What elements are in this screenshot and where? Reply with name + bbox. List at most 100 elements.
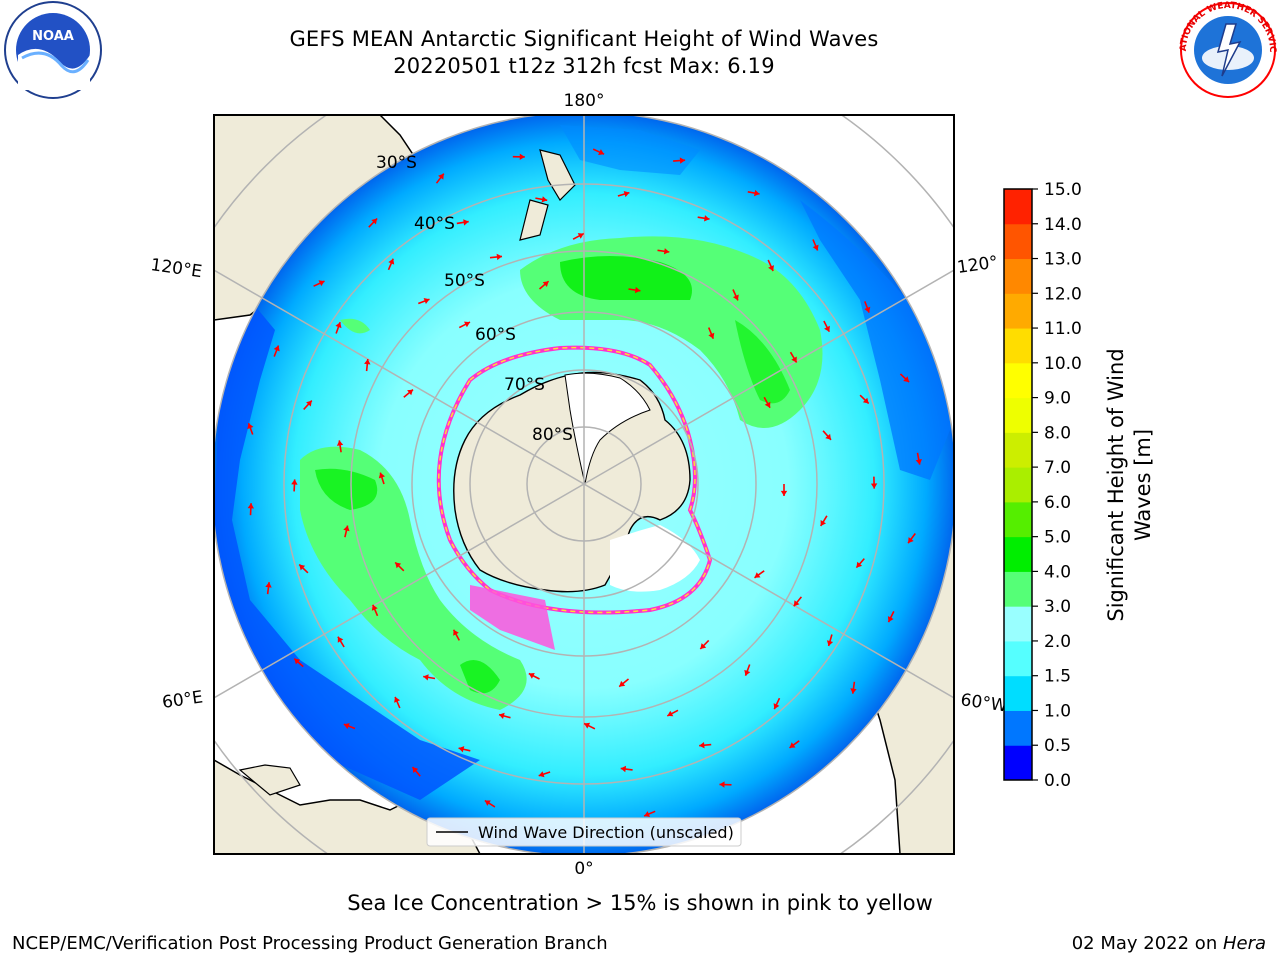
- colorbar-band: [1004, 675, 1032, 711]
- wave-arrow-head: [826, 640, 834, 646]
- noaa-logo: NOAA: [4, 1, 102, 99]
- new-zealand-south: [519, 199, 549, 241]
- wave-arrow-head: [704, 215, 710, 222]
- map-legend: Wind Wave Direction (unscaled): [426, 817, 742, 847]
- colorbar-label-line2: Waves [m]: [1131, 429, 1155, 541]
- wave-arrow-head: [850, 688, 857, 694]
- wave-arrow-head: [699, 742, 705, 749]
- lon-label-120e: 120°E: [149, 255, 203, 282]
- wave-arrow-head: [336, 440, 344, 446]
- wave-arrow-head: [915, 459, 922, 465]
- wave-arrow-head: [412, 767, 419, 773]
- wave-arrow-head: [407, 389, 413, 396]
- colorbar: 0.0 0.5 1.0 1.5 2.0 3.0 4.0 5.0 6.0 7.0 8.0 9.0 10.0…: [1003, 180, 1082, 791]
- wave-arrow-head: [371, 604, 378, 611]
- wave-arrow-head: [438, 173, 444, 180]
- footer-branch: NCEP/EMC/Verification Post Processing Pr…: [12, 933, 608, 954]
- wave-arrow-head: [825, 433, 831, 440]
- wave-arrow-head: [768, 265, 774, 271]
- wave-arrow-head: [719, 781, 725, 788]
- wave-arrow-head: [791, 356, 797, 363]
- wave-arrow-head: [619, 680, 626, 687]
- wave-arrow-head: [764, 401, 771, 408]
- wave-arrow-head: [789, 742, 796, 748]
- lon-label-60w: 60°W: [959, 690, 1008, 716]
- colorbar-band: [1004, 362, 1032, 399]
- wave-arrow-head: [343, 525, 350, 532]
- colorbar-tick-label: 12.0: [1044, 284, 1082, 304]
- graticule: [214, 115, 954, 854]
- wave-arrow-head: [908, 537, 914, 544]
- antarctica-landmass: [453, 371, 691, 593]
- colorbar-tick-label: 0.5: [1044, 736, 1071, 756]
- wave-arrow-head: [623, 191, 630, 198]
- lon-label-120w: 120°: [956, 252, 999, 278]
- wave-arrow-head: [306, 400, 312, 407]
- wave-arrow-head: [663, 248, 670, 255]
- wave-arrow-head: [780, 490, 788, 496]
- colorbar-band: [1004, 501, 1032, 538]
- colorbar-band: [1004, 640, 1032, 677]
- wave-arrow-head: [364, 359, 371, 365]
- footer-date: 02 May 2022 on Hera: [1071, 933, 1266, 954]
- wave-arrow-head: [499, 712, 505, 719]
- wave-arrow-head: [864, 306, 871, 313]
- wave-arrow-head: [463, 219, 469, 226]
- wave-arrow-head: [773, 703, 780, 710]
- wave-arrow-head: [423, 674, 429, 681]
- colorbar-label-line1: Significant Height of Wind: [1104, 348, 1128, 621]
- wave-arrow-head: [294, 658, 301, 665]
- wave-arrow-head: [679, 157, 686, 164]
- wave-arrow-head: [856, 561, 863, 568]
- wave-arrow-head: [247, 503, 254, 509]
- wave-arrow-head: [577, 233, 584, 239]
- colorbar-band: [1004, 536, 1032, 572]
- colorbar-band: [1004, 432, 1032, 468]
- wave-arrow-head: [299, 564, 306, 571]
- map-area: Wind Wave Direction (unscaled): [214, 115, 954, 854]
- wave-arrow-head: [667, 710, 674, 717]
- colorbar-tick-label: 5.0: [1044, 528, 1071, 548]
- colorbar-band: [1004, 745, 1032, 781]
- colorbar-tick-label: 7.0: [1044, 458, 1071, 478]
- lat-label-70s: 70°S: [504, 375, 545, 395]
- colorbar-tick-label: 15.0: [1044, 180, 1082, 200]
- wave-arrow-head: [291, 479, 298, 485]
- wave-arrow-head: [870, 483, 878, 489]
- lat-label-40s: 40°S: [414, 214, 455, 234]
- wave-arrow-head: [793, 600, 800, 607]
- colorbar-band: [1004, 467, 1032, 503]
- lat-label-60s: 60°S: [475, 325, 516, 345]
- wave-arrow-head: [820, 520, 826, 526]
- colorbar-band: [1004, 189, 1032, 225]
- svg-text:Wind Wave Direction (unscaled): Wind Wave Direction (unscaled): [478, 823, 734, 842]
- wave-arrow-head: [812, 244, 819, 251]
- wave-arrow-head: [824, 325, 830, 332]
- wave-arrow-head: [337, 636, 344, 643]
- wave-arrow-head: [265, 582, 272, 588]
- wave-arrow-head: [388, 258, 395, 265]
- wave-arrow-head: [584, 722, 591, 729]
- wave-arrow-head: [708, 332, 715, 339]
- colorbar-tick-label: 10.0: [1044, 354, 1082, 374]
- wave-patch-west: [300, 446, 527, 710]
- map-frame: [213, 114, 955, 855]
- wave-arrow-head: [458, 746, 465, 753]
- wave-arrow-head: [484, 800, 491, 806]
- lat-label-30s: 30°S: [376, 153, 417, 173]
- colorbar-band: [1004, 258, 1032, 294]
- wave-arrow-head: [273, 345, 280, 352]
- wave-arrow-head: [541, 196, 548, 203]
- colorbar-tick-label: 4.0: [1044, 562, 1071, 582]
- colorbar-tick-label: 2.0: [1044, 632, 1071, 652]
- wave-arrow-head: [395, 562, 402, 569]
- wave-arrow-head: [496, 253, 502, 261]
- wave-arrow-head: [394, 696, 401, 703]
- wave-arrow-head: [903, 376, 910, 383]
- wave-direction-arrows: [247, 148, 922, 817]
- map-subtitle: 20220501 t12z 312h fcst Max: 6.19: [393, 54, 775, 78]
- wave-arrow-head: [620, 765, 627, 773]
- wave-arrow-head: [644, 811, 650, 817]
- wave-arrow-head: [519, 153, 525, 160]
